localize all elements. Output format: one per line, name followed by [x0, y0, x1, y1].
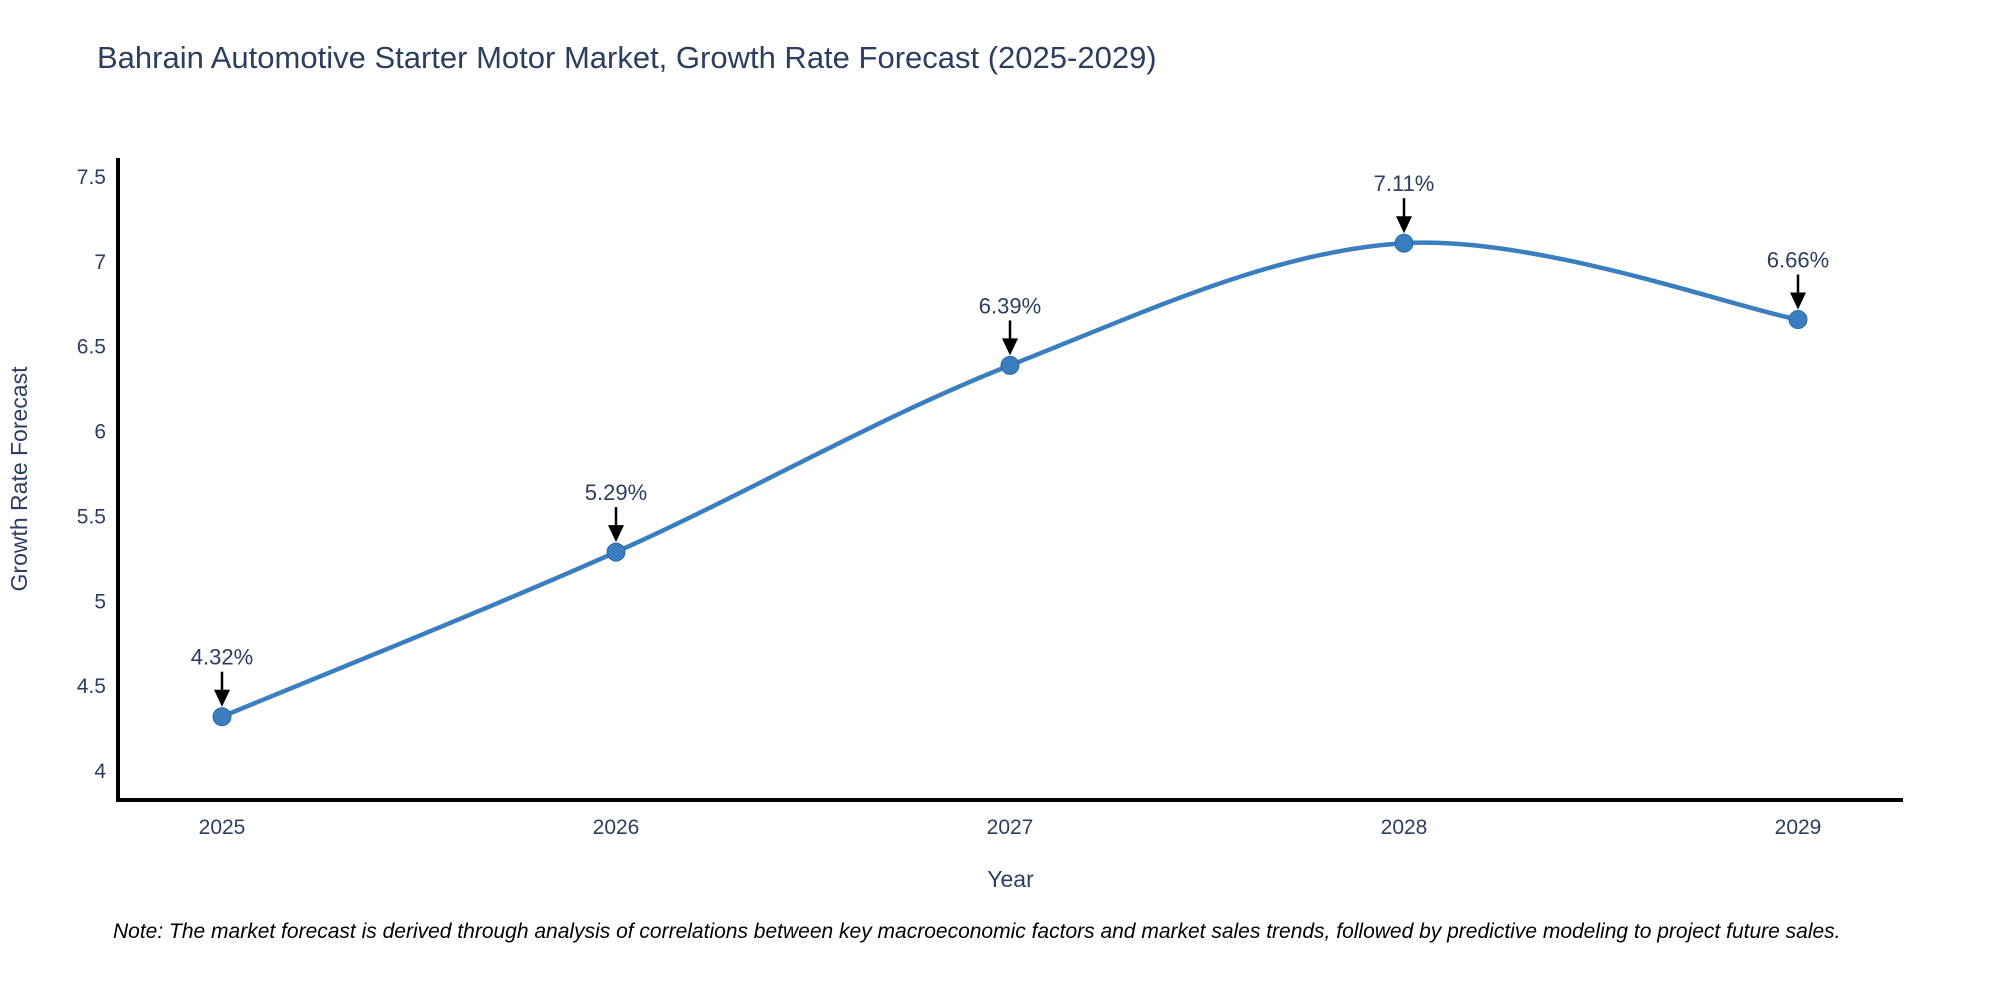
point-value-label: 6.39% [979, 293, 1041, 318]
y-tick-label: 4 [94, 760, 106, 783]
x-tick-label: 2028 [1381, 816, 1428, 839]
point-value-label: 7.11% [1374, 171, 1435, 196]
annotation-arrow-head [214, 689, 230, 707]
annotation-arrow-head [1002, 338, 1018, 356]
point-value-label: 5.29% [585, 480, 647, 505]
annotation-arrow-head [1396, 216, 1412, 234]
y-tick-label: 7.5 [77, 166, 106, 189]
data-point-2027 [1000, 355, 1020, 375]
annotation-arrow-head [1790, 292, 1806, 310]
y-tick-label: 6 [94, 421, 106, 444]
y-tick-label: 4.5 [77, 675, 106, 698]
data-point-2025 [212, 707, 232, 727]
x-tick-label: 2027 [987, 816, 1034, 839]
x-axis-title: Year [987, 866, 1034, 892]
annotation-arrow-head [608, 525, 624, 543]
data-point-2026 [606, 542, 626, 562]
footnote: Note: The market forecast is derived thr… [113, 920, 1841, 943]
data-point-2028 [1394, 233, 1414, 253]
y-tick-label: 7 [94, 251, 106, 274]
data-point-2029 [1788, 310, 1808, 330]
chart-title: Bahrain Automotive Starter Motor Market,… [97, 40, 1157, 75]
x-tick-label: 2029 [1775, 816, 1822, 839]
x-tick-label: 2025 [199, 816, 246, 839]
point-value-label: 4.32% [191, 645, 253, 670]
y-tick-label: 5.5 [77, 505, 106, 528]
x-tick-label: 2026 [593, 816, 640, 839]
point-value-label: 6.66% [1767, 248, 1829, 273]
y-axis-title: Growth Rate Forecast [6, 366, 32, 592]
y-tick-label: 5 [94, 590, 106, 613]
y-tick-label: 6.5 [77, 336, 106, 359]
